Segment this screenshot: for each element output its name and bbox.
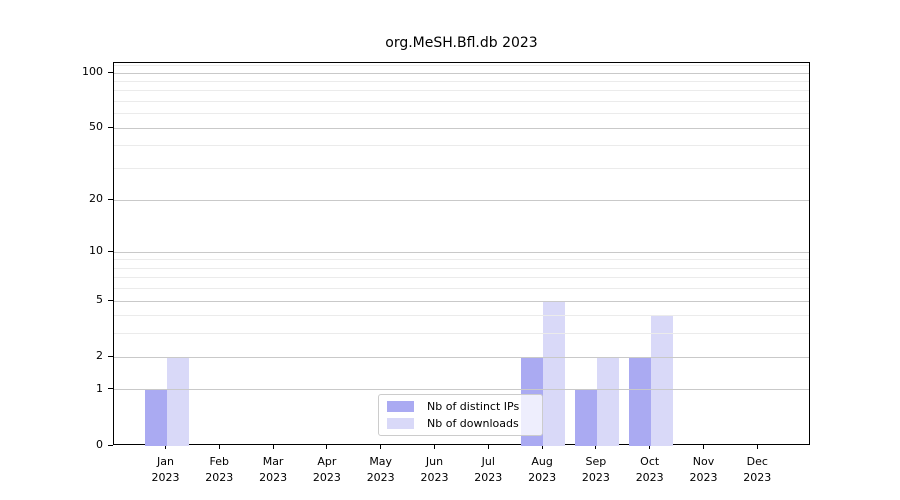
legend-item-distinct-ips: Nb of distinct IPs [387, 399, 534, 413]
x-tick-mark [703, 445, 704, 449]
y-tick-label: 1 [96, 381, 103, 395]
y-tick-mark [108, 355, 113, 357]
x-tick-mark [541, 445, 543, 449]
x-tick-label: Feb 2023 [205, 455, 234, 484]
x-tick-mark [272, 445, 274, 449]
bar [628, 357, 651, 446]
x-tick-label: Jun 2023 [420, 455, 449, 484]
x-tick-mark [434, 445, 435, 449]
x-tick-mark [218, 445, 220, 449]
x-tick-label: Mar 2023 [259, 455, 288, 484]
x-tick-mark [756, 445, 758, 449]
x-tick-mark [649, 445, 651, 449]
y-tick-mark [108, 126, 113, 128]
legend: Nb of distinct IPs Nb of downloads [378, 394, 543, 436]
x-tick-mark [165, 445, 166, 449]
x-tick-label: Jul 2023 [474, 455, 503, 484]
bar [144, 389, 167, 446]
y-tick-mark [108, 299, 113, 301]
x-tick-mark [595, 445, 597, 449]
bar [574, 389, 597, 446]
x-tick-label: Jan 2023 [151, 455, 180, 484]
x-tick-label: Aug 2023 [528, 455, 557, 484]
x-tick-label: Dec 2023 [743, 455, 772, 484]
y-tick-mark [108, 71, 113, 73]
chart-title: org.MeSH.Bfl.db 2023 [385, 35, 538, 51]
y-tick-label: 10 [89, 244, 103, 258]
x-tick-label: Sep 2023 [581, 455, 610, 484]
x-tick-label: Nov 2023 [689, 455, 718, 484]
y-tick-label: 0 [96, 438, 103, 451]
legend-label-downloads: Nb of downloads [427, 416, 519, 430]
bar [596, 357, 619, 446]
bar [543, 301, 566, 446]
bars [114, 63, 809, 446]
x-tick-label: May 2023 [366, 455, 395, 484]
plot-area [113, 62, 810, 446]
y-tick-label: 100 [82, 65, 103, 79]
y-tick-label: 50 [89, 120, 103, 134]
x-tick-mark [380, 445, 382, 449]
legend-swatch-distinct-ips [387, 401, 414, 412]
legend-item-downloads: Nb of downloads [387, 416, 534, 430]
y-tick-label: 20 [89, 192, 103, 206]
legend-label-distinct-ips: Nb of distinct IPs [427, 399, 520, 413]
y-tick-mark [108, 444, 113, 446]
x-tick-label: Apr 2023 [312, 455, 341, 484]
y-tick-mark [108, 250, 113, 252]
y-tick-label: 5 [96, 293, 103, 307]
y-tick-mark [108, 388, 113, 390]
legend-swatch-downloads [387, 418, 414, 429]
x-tick-mark [487, 445, 489, 449]
y-tick-mark [108, 198, 113, 200]
bar [166, 357, 189, 446]
x-tick-mark [326, 445, 328, 449]
y-tick-label: 2 [96, 349, 103, 363]
x-tick-label: Oct 2023 [635, 455, 664, 484]
bar [650, 315, 673, 446]
